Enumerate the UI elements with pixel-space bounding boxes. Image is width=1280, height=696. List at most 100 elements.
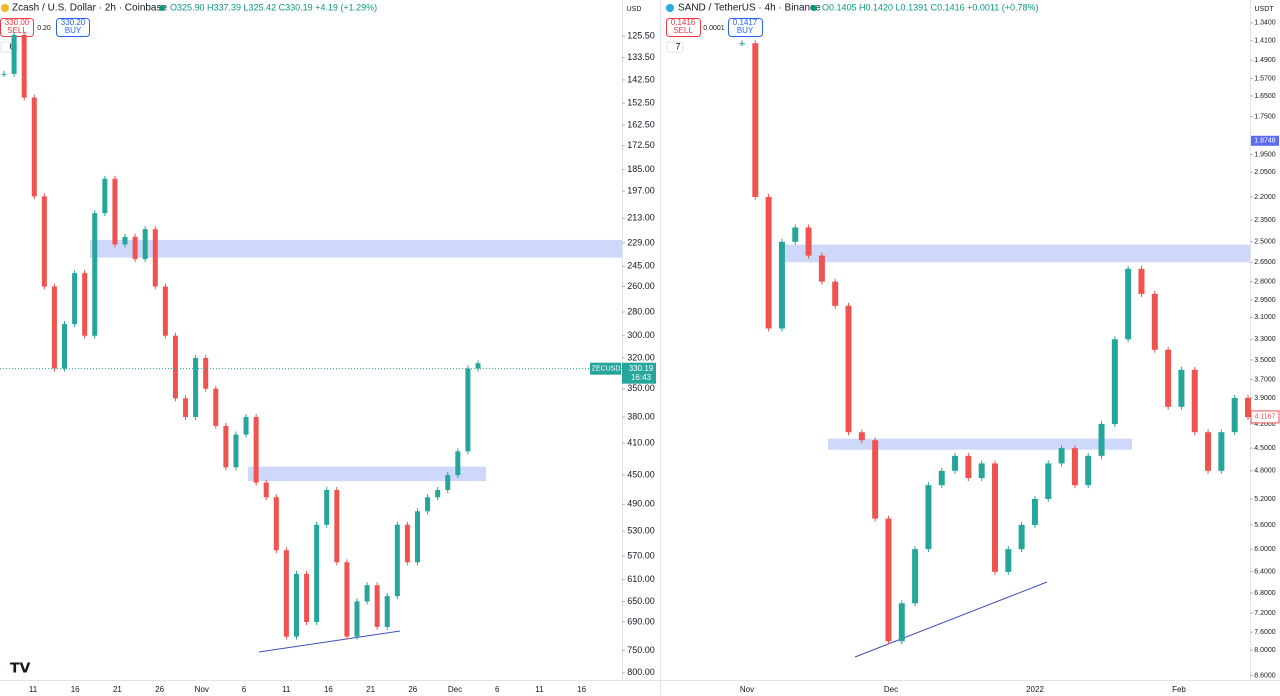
y-tick-label: 162.50 [627,119,655,129]
x-tick-label: Nov [740,685,754,694]
candle-body [778,241,785,329]
candle-body [845,305,852,433]
marker-badge [1251,135,1279,146]
candle-body [213,388,219,426]
y-tick-label: 142.50 [627,74,655,84]
y-tick-label: 2.5000 [1254,239,1276,246]
y-tick-label: 213.00 [627,212,655,222]
candle-body [1085,455,1092,486]
y-tick-label: 245.00 [627,261,655,271]
y-tick-label: 2.2000 [1254,194,1276,201]
candle-body [912,549,919,604]
candle-body [1178,369,1185,407]
candle-body [1,73,7,75]
y-tick-label: 7.2000 [1254,610,1276,617]
sell-button[interactable] [666,18,701,37]
candle-body [1138,268,1145,294]
price-badge-label: 330.19 [629,364,654,373]
x-tick-label: 21 [366,685,375,694]
y-tick-label: 185.00 [627,164,655,174]
candle-body [1071,448,1078,486]
candle-body [752,43,759,197]
x-tick-label: 6 [242,685,247,694]
buy-price: 330.20 [61,18,86,27]
candle-body [374,585,380,627]
candle-body [1151,293,1158,350]
y-tick-label: 172.50 [627,140,655,150]
y-tick-label: 260.00 [627,281,655,291]
candle-body [11,34,17,74]
candle-body [1231,397,1238,433]
y-tick-label: 152.50 [627,98,655,108]
x-tick-label: 26 [155,685,164,694]
candle-body [1218,432,1225,471]
candle-body [1005,549,1012,572]
candle-body [445,475,451,491]
candle-body [283,550,289,637]
currency: USDT [1254,6,1274,13]
candle-body [324,490,330,525]
sell-label: SELL [673,26,693,35]
y-tick-label: 1.9500 [1254,151,1276,158]
x-tick-label: 2022 [1026,685,1044,694]
sell-button[interactable] [0,18,34,37]
buy-label: BUY [737,26,754,35]
candle-body [858,432,865,441]
indicators-toggle[interactable] [666,41,684,53]
currency: USD [627,6,642,13]
candle-body [425,497,431,512]
candle-body [223,425,229,468]
y-tick-label: 800.00 [627,667,655,677]
candle-body [354,601,360,637]
y-tick-label: 1.4900 [1254,57,1276,64]
x-tick-label: Dec [884,685,898,694]
candle-body [364,585,370,602]
symbol-badge [590,362,621,375]
y-tick-label: 1.3400 [1254,20,1276,27]
marker-label: 1.8748 [1254,138,1276,145]
price-badge [622,362,656,384]
market-status [811,5,817,11]
y-tick-label: 3.5000 [1254,357,1276,364]
candle-body [162,286,168,336]
candle-body [818,255,825,282]
x-tick-label: 11 [29,685,38,694]
candle-body [832,281,839,306]
candle-body [122,236,128,245]
candle-body [435,490,441,498]
y-tick-label: 1.5700 [1254,75,1276,82]
buy-label: BUY [65,26,82,35]
candle-body [314,524,320,622]
y-tick-label: 300.00 [627,330,655,340]
sell-price: 330.00 [5,18,30,27]
y-tick-label: 320.00 [627,352,655,362]
candle-body [455,451,461,476]
x-tick-label: 16 [71,685,80,694]
y-tick-label: 125.50 [627,31,655,41]
candle-body [51,286,57,369]
candle-body [805,227,812,256]
symbol-label: ZECUSD [592,366,621,373]
buy-button[interactable] [728,18,763,37]
y-tick-label: 229.00 [627,237,655,247]
y-tick-label: 450.00 [627,469,655,479]
x-tick-label: 6 [495,685,500,694]
zone [90,239,622,258]
y-tick-label: 6.8000 [1254,590,1276,597]
x-tick-label: 11 [282,685,291,694]
y-tick-label: 2.6500 [1254,259,1276,266]
y-tick-label: 1.4100 [1254,38,1276,45]
y-tick-label: 3.7000 [1254,376,1276,383]
candle-body [475,363,481,369]
candle-body [1205,432,1212,471]
y-tick-label: 280.00 [627,306,655,316]
buy-button[interactable] [56,18,90,37]
y-tick-label: 2.8000 [1254,278,1276,285]
x-tick-label: 11 [535,685,544,694]
y-tick-label: 7.6000 [1254,629,1276,636]
candle-body [263,482,269,498]
x-tick-label: Dec [448,685,462,694]
candle-body [112,178,118,245]
spread: 0.20 [37,25,51,32]
candle-body [952,455,959,471]
